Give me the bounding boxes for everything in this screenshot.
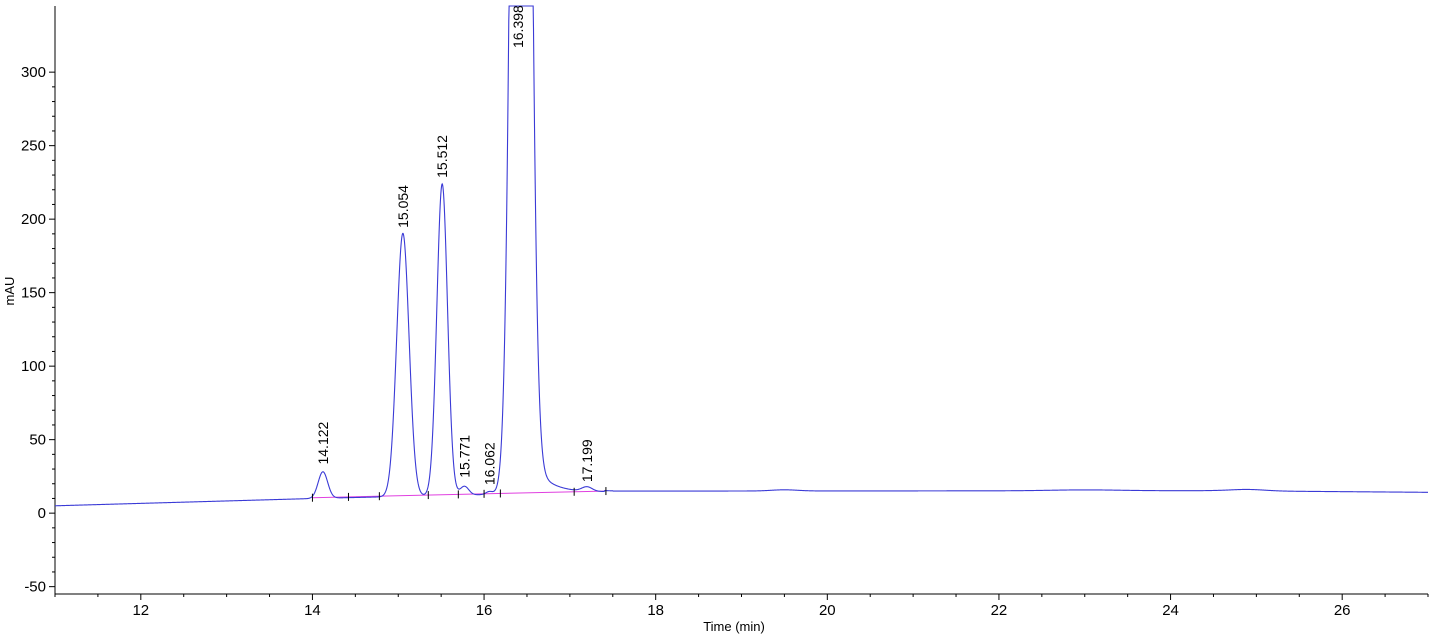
peak-labels: 14.122 15.054 15.512 15.771 16.062 16.398 17.1… [315, 5, 595, 485]
y-tick-label: 100 [21, 358, 46, 375]
y-tick-label: 0 [38, 505, 46, 522]
x-tick-label: 16 [476, 602, 493, 619]
signal-line [54, 5, 1428, 507]
x-tick-label: 14 [304, 602, 321, 619]
y-tick-label: -50 [24, 579, 46, 596]
x-tick-label: 18 [647, 602, 664, 619]
x-tick-label: 22 [991, 602, 1008, 619]
x-axis: 12 14 16 18 20 22 24 26 [54, 593, 1429, 619]
x-tick-label: 24 [1162, 602, 1179, 619]
peak-label: 15.054 [395, 185, 411, 228]
x-axis-title: Time (min) [703, 619, 765, 634]
peak-label: 17.199 [579, 439, 595, 482]
y-axis: -50 0 50 100 150 200 250 300 [21, 6, 56, 596]
peak-label: 15.771 [456, 435, 472, 478]
y-tick-label: 200 [21, 211, 46, 228]
y-tick-label: 150 [21, 285, 46, 302]
y-tick-label: 50 [29, 432, 46, 449]
peak-markers [311, 487, 607, 502]
x-tick-label: 12 [132, 602, 149, 619]
peak-label: 14.122 [315, 421, 331, 464]
x-tick-label: 26 [1334, 602, 1351, 619]
x-tick-label: 20 [819, 602, 836, 619]
peak-label: 15.512 [434, 135, 450, 178]
y-tick-label: 250 [21, 138, 46, 155]
peak-label: 16.062 [481, 442, 497, 485]
y-tick-label: 300 [21, 64, 46, 81]
y-axis-title: mAU [2, 277, 17, 306]
signal-trace [54, 5, 1428, 507]
peak-label: 16.398 [510, 5, 526, 48]
